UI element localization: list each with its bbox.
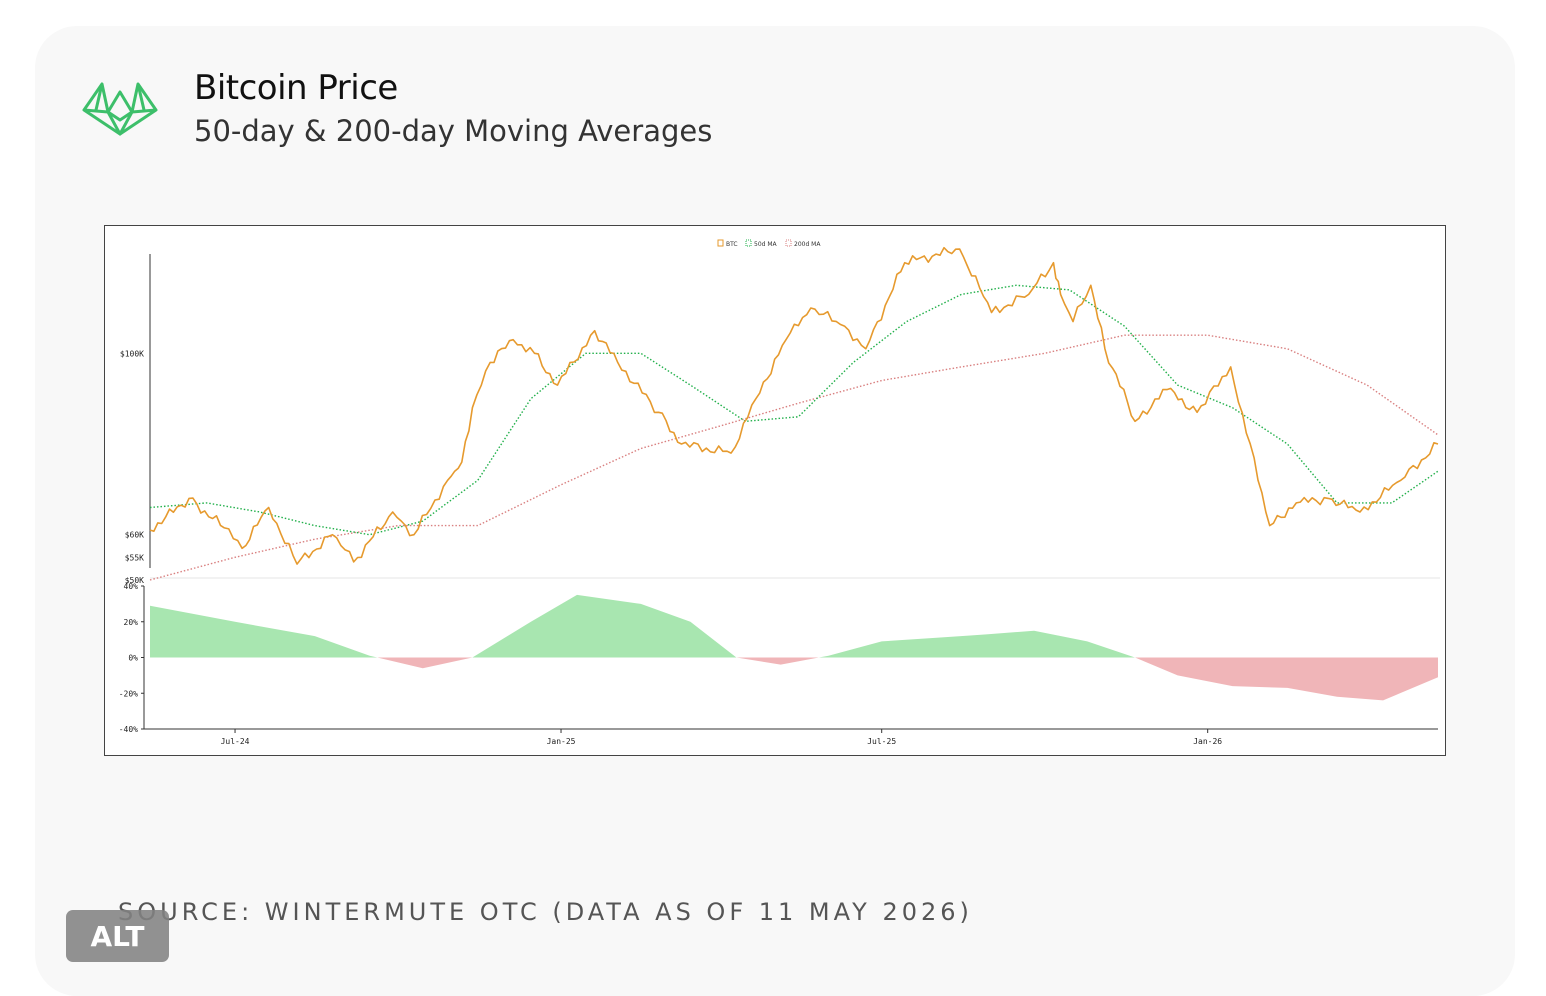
btc-price-line [149, 246, 1439, 565]
x-tick-label: Jul-25 [867, 737, 896, 746]
deviation-tick-label: 0% [128, 654, 138, 663]
legend-swatch [717, 239, 724, 247]
price-tick-label: $50K [125, 576, 144, 585]
ma50-line [149, 284, 1439, 536]
price-tick-label: $60K [125, 531, 144, 540]
deviation-tick-label: -20% [119, 689, 138, 698]
x-tick-label: Jan-25 [547, 737, 576, 746]
price-tick-label: $55K [125, 553, 144, 562]
source-note: SOURCE: WINTERMUTE OTC (DATA AS OF 11 MA… [118, 898, 973, 926]
deviation-tick-label: -40% [119, 725, 138, 734]
page-subtitle: 50-day & 200-day Moving Averages [194, 114, 713, 148]
deviation-tick-label: 40% [124, 582, 139, 591]
page-title: Bitcoin Price [194, 68, 398, 108]
deviation-positive-area [150, 594, 1438, 658]
x-tick-label: Jul-24 [221, 737, 250, 746]
legend-label: BTC [726, 241, 738, 248]
legend-label: 200d MA [794, 241, 821, 248]
deviation-negative-area [150, 657, 1438, 701]
legend-swatch [745, 239, 752, 247]
legend-label: 50d MA [754, 241, 778, 248]
x-tick-label: Jan-26 [1193, 737, 1222, 746]
chart-frame: $100K $60K $55K $50K 40% 20% 0% -20% -40% Jul-24 J… [104, 225, 1446, 756]
deviation-tick-label: 20% [124, 618, 139, 627]
alt-text-button[interactable]: ALT [66, 910, 169, 962]
price-tick-label: $100K [120, 349, 144, 358]
wintermute-logo-icon [82, 82, 158, 136]
legend-swatch [785, 239, 792, 247]
ma200-line [149, 334, 1439, 581]
